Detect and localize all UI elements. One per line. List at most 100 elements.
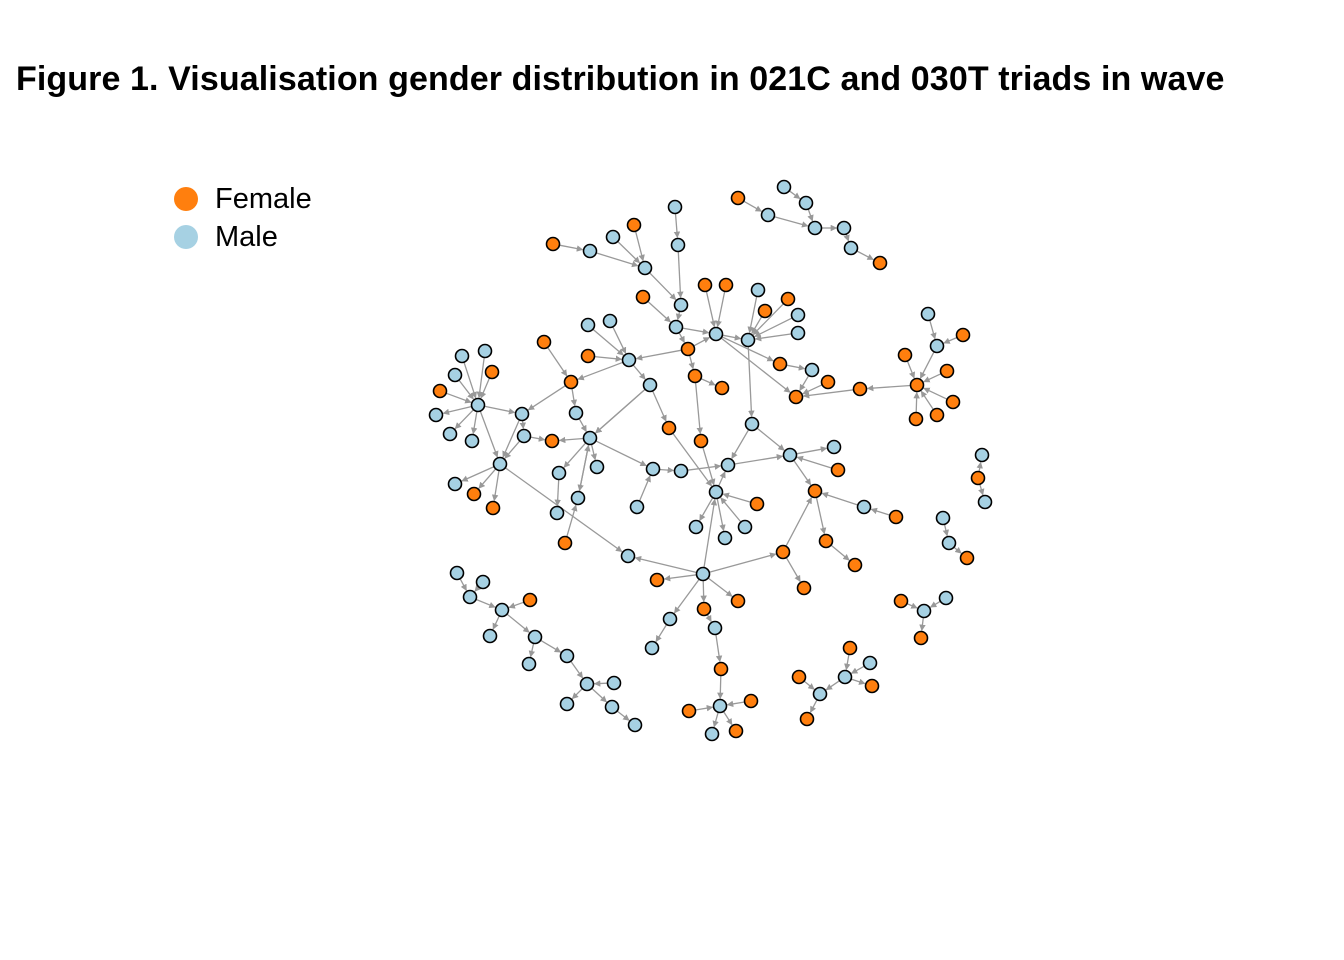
graph-edge: [659, 466, 675, 474]
graph-edge: [559, 244, 584, 252]
node-female: [897, 347, 913, 363]
graph-edge: [785, 497, 813, 547]
graph-edge: [953, 546, 962, 554]
graph-edge: [906, 602, 918, 609]
node-female: [466, 486, 482, 502]
graph-edge: [786, 364, 806, 371]
node-male: [428, 407, 444, 423]
legend-swatch-male: [174, 225, 198, 249]
node-male: [843, 240, 859, 256]
graph-edge: [720, 337, 791, 393]
graph-edge: [726, 700, 745, 708]
node-female: [649, 572, 665, 588]
graph-edge: [785, 557, 801, 583]
graph-edge: [754, 317, 793, 338]
node-female: [536, 334, 552, 350]
node-female: [544, 433, 560, 449]
graph-edge: [923, 373, 942, 383]
node-male: [712, 698, 728, 714]
node-female: [485, 500, 501, 516]
node-male: [740, 332, 756, 348]
node-female: [864, 678, 880, 694]
graph-edge: [919, 617, 926, 632]
graph-edge: [850, 678, 866, 685]
node-female: [730, 593, 746, 609]
node-female: [697, 277, 713, 293]
graph-edge: [718, 471, 726, 487]
node-male: [673, 463, 689, 479]
node-male: [856, 499, 872, 515]
node-male: [549, 505, 565, 521]
graph-edge: [743, 200, 763, 212]
graph-edge: [591, 687, 607, 703]
node-male: [604, 699, 620, 715]
node-layer: [428, 179, 993, 742]
node-female: [852, 381, 868, 397]
node-male: [760, 207, 776, 223]
graph-edge: [528, 643, 536, 658]
graph-edge: [652, 390, 667, 422]
graph-edge: [675, 311, 683, 321]
node-female: [713, 661, 729, 677]
node-male: [916, 603, 932, 619]
node-female: [791, 669, 807, 685]
graph-edge: [554, 479, 561, 507]
graph-edge: [700, 580, 707, 603]
node-male: [837, 669, 853, 685]
graph-edge: [595, 388, 646, 434]
node-female: [775, 544, 791, 560]
graph-edge: [454, 409, 474, 430]
graph-edge: [458, 379, 474, 400]
graph-edge: [976, 461, 983, 472]
node-male: [737, 519, 753, 535]
node-male: [494, 602, 510, 618]
graph-edge: [563, 442, 587, 468]
graph-edge: [504, 440, 521, 459]
node-female: [913, 630, 929, 646]
node-male: [717, 530, 733, 546]
graph-edge: [702, 447, 716, 486]
graph-edge: [577, 361, 624, 381]
graph-edge: [756, 427, 785, 451]
node-male: [935, 510, 951, 526]
graph-edge: [592, 328, 624, 356]
graph-edge: [844, 654, 851, 671]
node-male: [929, 338, 945, 354]
graph-edge: [470, 411, 478, 435]
graph-edge: [635, 349, 682, 361]
graph-edge: [442, 405, 472, 416]
node-male: [627, 717, 643, 733]
graph-edge: [558, 436, 584, 444]
node-female: [557, 535, 573, 551]
graph-edge: [919, 351, 935, 379]
graph-edge: [678, 332, 685, 343]
node-male: [920, 306, 936, 322]
node-female: [714, 380, 730, 396]
node-female: [661, 420, 677, 436]
node-male: [602, 313, 618, 329]
edge-layer: [442, 190, 985, 728]
node-male: [559, 648, 575, 664]
graph-edge: [870, 507, 890, 516]
node-male: [708, 484, 724, 500]
graph-edge: [942, 524, 950, 537]
node-female: [626, 217, 642, 233]
graph-edge: [709, 552, 777, 573]
graph-edge: [843, 233, 850, 242]
node-male: [695, 566, 711, 582]
node-female: [730, 190, 746, 206]
graph-edge: [754, 333, 792, 342]
node-male: [454, 348, 470, 364]
graph-edge: [593, 680, 608, 687]
graph-edge: [616, 710, 630, 721]
node-male: [750, 282, 766, 298]
graph-edge: [634, 231, 645, 262]
graph-edge: [929, 600, 941, 608]
node-female: [909, 377, 925, 393]
graph-edge: [502, 419, 520, 458]
graph-edge: [721, 336, 774, 362]
graph-edge: [632, 364, 646, 380]
graph-edge: [796, 446, 828, 455]
graph-edge: [617, 241, 641, 264]
graph-edge: [734, 453, 784, 465]
